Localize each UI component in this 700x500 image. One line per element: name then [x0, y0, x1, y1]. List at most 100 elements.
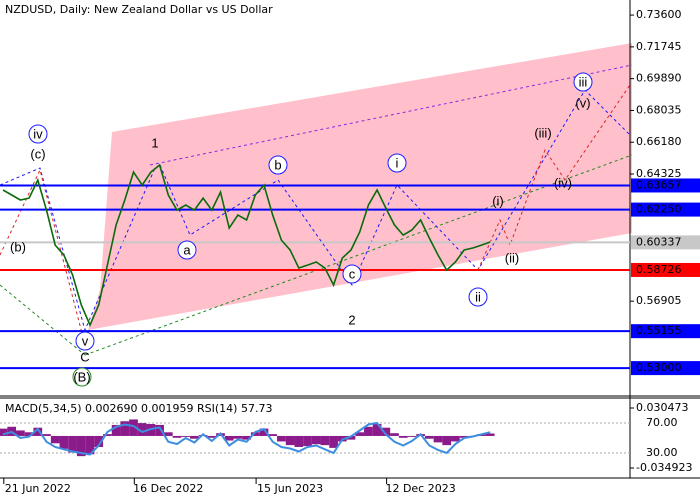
- level-label: 0.63657: [636, 178, 682, 191]
- macd-bar: [259, 428, 269, 436]
- macd-bar: [285, 435, 295, 446]
- y-tick-label: 0.71745: [636, 40, 682, 53]
- macd-bar: [59, 435, 69, 449]
- macd-bar: [364, 426, 373, 436]
- label-circle: [72, 367, 92, 387]
- macd-bar: [320, 435, 330, 446]
- wave-line: [0, 167, 156, 332]
- wave-label: (B): [73, 369, 90, 384]
- x-tick-label: 16 Dec 2022: [133, 482, 203, 495]
- y-tick-label: 0.030473: [636, 401, 689, 414]
- wave-line: [0, 168, 86, 346]
- wave-label: (iii): [534, 125, 551, 140]
- wave-label: 1: [151, 135, 158, 150]
- trend-line: [84, 154, 633, 356]
- macd-bar: [277, 435, 286, 442]
- macd-bar: [120, 421, 130, 436]
- macd-bar: [242, 435, 251, 440]
- macd-bar: [24, 432, 34, 436]
- macd-bar: [355, 432, 365, 436]
- macd-bar: [42, 434, 51, 436]
- wave-label: (c): [30, 146, 45, 161]
- macd-bar: [424, 435, 434, 439]
- macd-bar: [485, 433, 495, 436]
- macd-bar: [311, 435, 321, 445]
- level-tag: [631, 235, 700, 250]
- macd-bar: [442, 435, 452, 446]
- y2-tick-label: 30.00: [646, 446, 678, 459]
- macd-bar: [155, 424, 164, 436]
- wave-label: (ii): [505, 250, 519, 265]
- level-label: 0.62250: [636, 203, 682, 216]
- macd-bar: [407, 435, 417, 437]
- x-tick-label: 12 Dec 2023: [385, 482, 455, 495]
- macd-bar: [207, 435, 217, 438]
- macd-bar: [0, 428, 8, 436]
- macd-bar: [250, 432, 260, 436]
- macd-bar: [33, 427, 43, 436]
- rsi-line: [2, 421, 491, 456]
- macd-bar: [459, 435, 469, 438]
- indicator-title: MACD(5,34,5) 0.002690 0.001959 RSI(14) 5…: [5, 402, 272, 415]
- level-tag: [631, 361, 700, 376]
- wave-line: [0, 284, 86, 356]
- macd-bar: [94, 435, 104, 447]
- y-tick-label: 0.64325: [636, 167, 682, 180]
- wave-label: v: [82, 333, 89, 348]
- y-tick-label: 0.68035: [636, 103, 682, 116]
- forecast-line: [477, 84, 631, 271]
- macd-bar: [329, 435, 338, 448]
- level-tag: [631, 262, 700, 277]
- wave-label: iii: [579, 74, 588, 89]
- wave-label: a: [183, 242, 191, 257]
- level-tag: [631, 324, 700, 339]
- macd-bar: [303, 435, 312, 447]
- macd-bar: [137, 423, 147, 436]
- chart-title: NZDUSD, Daily: New Zealand Dollar vs US …: [5, 3, 273, 16]
- wave-label: (iv): [554, 175, 572, 190]
- y2-tick-label: 70.00: [646, 416, 678, 429]
- wave-label: (b): [10, 239, 26, 254]
- price-line: [2, 163, 491, 328]
- label-circle: [573, 72, 593, 92]
- wave-label: C: [80, 349, 89, 364]
- level-label: 0.55155: [636, 324, 682, 337]
- y-tick-label: 0.66180: [636, 135, 682, 148]
- macd-bar: [224, 435, 234, 441]
- level-label: 0.60337: [636, 235, 682, 248]
- wave-line: [159, 89, 631, 287]
- label-circle: [177, 240, 197, 260]
- wave-label: c: [349, 266, 356, 281]
- x-tick-label: 15 Jun 2023: [257, 482, 323, 495]
- y-tick-label: -0.034923: [636, 461, 692, 474]
- wave-label: ii: [475, 289, 481, 304]
- level-label: 0.58726: [636, 263, 682, 276]
- macd-bar: [85, 435, 95, 455]
- label-circle: [387, 153, 407, 173]
- macd-bar: [163, 432, 173, 436]
- channel: [88, 43, 632, 330]
- macd-bar: [181, 435, 191, 437]
- macd-bar: [381, 427, 391, 436]
- label-circle: [75, 331, 95, 351]
- label-circle: [342, 264, 362, 284]
- wave-label: (v): [575, 95, 590, 110]
- wave-label: (i): [492, 193, 504, 208]
- wave-label: b: [274, 157, 281, 172]
- macd-bar: [111, 424, 121, 436]
- macd-bar: [233, 435, 243, 439]
- wave-label: 2: [348, 312, 355, 327]
- macd-bar: [129, 419, 138, 436]
- macd-bar: [268, 434, 278, 436]
- macd-bar: [172, 435, 182, 438]
- label-circle: [468, 287, 488, 307]
- label-circle: [268, 155, 288, 175]
- wave-label: i: [396, 155, 399, 170]
- level-label: 0.53000: [636, 361, 682, 374]
- macd-bar: [390, 433, 399, 436]
- macd-bar: [398, 435, 408, 438]
- x-tick-label: 21 Jun 2022: [5, 482, 71, 495]
- macd-bar: [346, 435, 356, 440]
